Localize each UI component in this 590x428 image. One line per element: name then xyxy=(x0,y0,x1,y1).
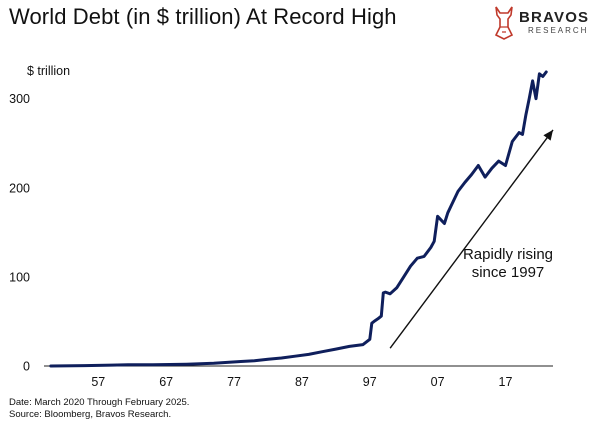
x-tick-label: 57 xyxy=(91,375,105,389)
source-note: Source: Bloomberg, Bravos Research. xyxy=(9,409,172,420)
x-tick-label: 07 xyxy=(431,375,445,389)
world-debt-line xyxy=(49,70,548,368)
brand-subtitle: RESEARCH xyxy=(528,26,589,35)
annotation-arrow xyxy=(389,129,554,349)
x-tick-label: 17 xyxy=(499,375,513,389)
x-tick-label: 87 xyxy=(295,375,309,389)
annotation-text: since 1997 xyxy=(472,264,545,281)
brand-name: BRAVOS xyxy=(519,9,590,26)
date-range-note: Date: March 2020 Through February 2025. xyxy=(9,397,190,408)
y-tick-label: 100 xyxy=(9,270,30,284)
chart-footer: Date: March 2020 Through February 2025. … xyxy=(9,397,189,421)
brand-logo: BRAVOS RESEARCH xyxy=(492,5,588,43)
y-axis-unit-label: $ trillion xyxy=(27,64,71,78)
x-tick-label: 77 xyxy=(227,375,241,389)
annotation-arrowhead xyxy=(543,129,553,141)
x-tick-label: 67 xyxy=(159,375,173,389)
y-tick-label: 0 xyxy=(23,360,30,374)
annotation-text: Rapidly rising xyxy=(463,246,553,263)
chart-title: World Debt (in $ trillion) At Record Hig… xyxy=(9,4,397,29)
x-tick-label: 97 xyxy=(363,375,377,389)
bull-icon xyxy=(494,6,514,40)
y-tick-label: 300 xyxy=(9,92,30,106)
y-tick-label: 200 xyxy=(9,181,30,195)
